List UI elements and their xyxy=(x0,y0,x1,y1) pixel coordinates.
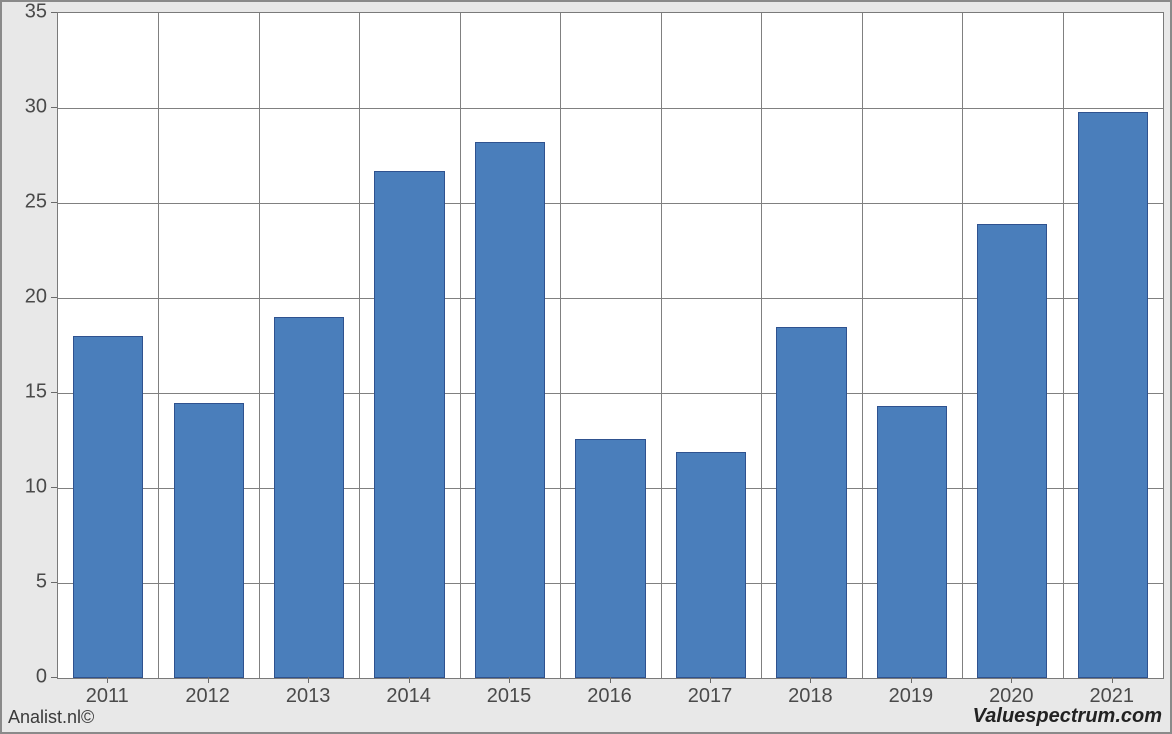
x-tick-mark xyxy=(1112,677,1113,683)
y-tick-mark xyxy=(51,677,57,678)
x-tick-mark xyxy=(911,677,912,683)
bar-2013 xyxy=(274,317,344,678)
chart-container: Analist.nl© Valuespectrum.com 0 5 10 15 20 25… xyxy=(0,0,1172,734)
x-tick-mark xyxy=(710,677,711,683)
y-tick-label: 35 xyxy=(2,1,47,24)
x-tick-label: 2021 xyxy=(1090,685,1135,708)
y-tick-mark xyxy=(51,487,57,488)
y-tick-label: 0 xyxy=(2,666,47,689)
y-tick-label: 30 xyxy=(2,96,47,119)
y-tick-mark xyxy=(51,582,57,583)
grid-line-v xyxy=(560,13,561,678)
footer-left: Analist.nl© xyxy=(8,707,94,728)
grid-line-v xyxy=(259,13,260,678)
x-tick-label: 2011 xyxy=(86,685,129,708)
y-tick-label: 25 xyxy=(2,191,47,214)
grid-line-v xyxy=(761,13,762,678)
x-tick-mark xyxy=(409,677,410,683)
bar-2021 xyxy=(1078,112,1148,678)
bar-2015 xyxy=(475,142,545,678)
x-tick-label: 2016 xyxy=(587,685,632,708)
x-tick-mark xyxy=(509,677,510,683)
y-tick-label: 5 xyxy=(2,571,47,594)
x-tick-mark xyxy=(1011,677,1012,683)
x-tick-mark xyxy=(610,677,611,683)
x-tick-label: 2013 xyxy=(286,685,331,708)
grid-line-v xyxy=(460,13,461,678)
bar-2012 xyxy=(174,403,244,679)
bar-2020 xyxy=(977,224,1047,678)
footer-right: Valuespectrum.com xyxy=(973,705,1162,728)
bar-2018 xyxy=(776,327,846,679)
y-tick-mark xyxy=(51,297,57,298)
x-tick-label: 2012 xyxy=(185,685,230,708)
plot-area xyxy=(57,12,1164,679)
y-tick-mark xyxy=(51,12,57,13)
grid-line-v xyxy=(661,13,662,678)
grid-line-h xyxy=(58,203,1163,204)
x-tick-label: 2020 xyxy=(989,685,1034,708)
x-tick-mark xyxy=(107,677,108,683)
x-tick-label: 2015 xyxy=(487,685,532,708)
grid-line-v xyxy=(862,13,863,678)
bar-2017 xyxy=(676,452,746,678)
grid-line-v xyxy=(359,13,360,678)
x-tick-mark xyxy=(810,677,811,683)
y-tick-label: 15 xyxy=(2,381,47,404)
y-tick-label: 20 xyxy=(2,286,47,309)
bar-2014 xyxy=(374,171,444,678)
y-tick-label: 10 xyxy=(2,476,47,499)
y-tick-mark xyxy=(51,202,57,203)
y-tick-mark xyxy=(51,107,57,108)
bar-2011 xyxy=(73,336,143,678)
x-tick-label: 2014 xyxy=(386,685,431,708)
x-tick-mark xyxy=(208,677,209,683)
bar-2016 xyxy=(575,439,645,678)
y-tick-mark xyxy=(51,392,57,393)
x-tick-label: 2018 xyxy=(788,685,833,708)
x-tick-label: 2019 xyxy=(889,685,934,708)
x-tick-mark xyxy=(308,677,309,683)
grid-line-v xyxy=(962,13,963,678)
grid-line-v xyxy=(158,13,159,678)
x-tick-label: 2017 xyxy=(688,685,733,708)
grid-line-h xyxy=(58,108,1163,109)
grid-line-v xyxy=(1063,13,1064,678)
bar-2019 xyxy=(877,406,947,678)
